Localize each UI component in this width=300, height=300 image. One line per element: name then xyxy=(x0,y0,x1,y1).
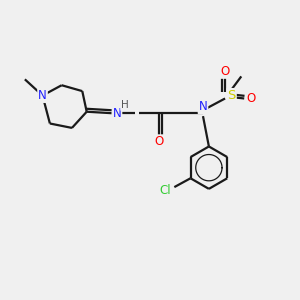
Text: Cl: Cl xyxy=(160,184,171,196)
Text: H: H xyxy=(121,100,129,110)
Text: N: N xyxy=(199,100,207,113)
Text: N: N xyxy=(38,89,47,102)
Text: O: O xyxy=(154,135,164,148)
Text: S: S xyxy=(227,89,236,102)
Text: N: N xyxy=(112,107,122,120)
Text: O: O xyxy=(220,65,230,78)
Text: O: O xyxy=(246,92,255,105)
